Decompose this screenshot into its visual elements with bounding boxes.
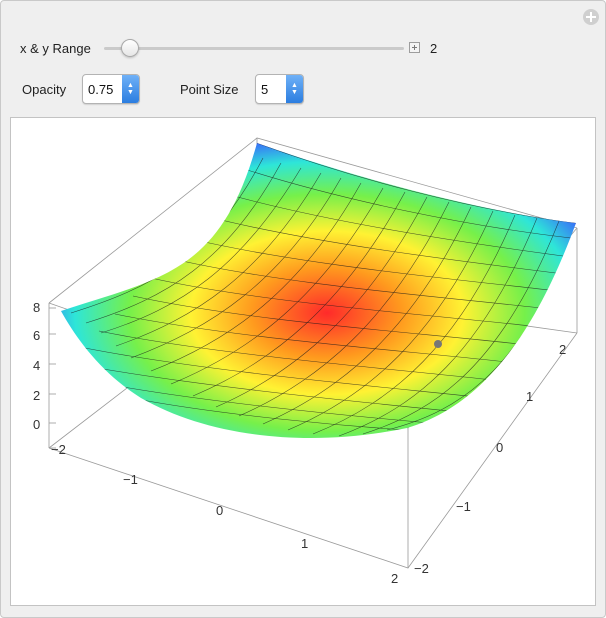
range-slider-track[interactable]: [104, 47, 404, 50]
surface: [61, 143, 576, 438]
z-tick-2: 2: [33, 388, 40, 403]
z-tick-0: 0: [33, 417, 40, 432]
point-size-label: Point Size: [180, 82, 239, 97]
x-tick-1: 1: [301, 536, 308, 551]
z-tick-6: 6: [33, 328, 40, 343]
z-tick-4: 4: [33, 358, 40, 373]
point-size-select-value: 5: [261, 82, 269, 97]
opacity-select[interactable]: 0.75 ▲ ▼: [82, 74, 140, 104]
y-tick-0: 0: [496, 440, 503, 455]
opacity-label: Opacity: [22, 82, 67, 97]
range-label: x & y Range: [20, 41, 91, 56]
point-size-select[interactable]: 5 ▲ ▼: [255, 74, 304, 104]
x-tick-neg2: −2: [51, 442, 66, 457]
surface-plot: 0 2 4 6 8 −2 −1 0 1 2 −2 −1 0 1 2: [33, 137, 578, 586]
x-tick-0: 0: [216, 503, 223, 518]
select-arrows-icon: ▲ ▼: [286, 75, 303, 103]
select-arrows-icon: ▲ ▼: [122, 75, 139, 103]
plot-area[interactable]: 0 2 4 6 8 −2 −1 0 1 2 −2 −1 0 1 2: [10, 117, 596, 606]
y-tick-1: 1: [526, 389, 533, 404]
slider-expand-icon[interactable]: [409, 42, 420, 53]
x-tick-2: 2: [391, 571, 398, 586]
z-axis-ticks: [49, 307, 56, 449]
selected-point[interactable]: [434, 340, 442, 348]
y-tick-neg1: −1: [456, 499, 471, 514]
x-tick-neg1: −1: [123, 472, 138, 487]
range-value: 2: [430, 41, 438, 56]
z-tick-8: 8: [33, 300, 40, 315]
add-icon[interactable]: [583, 9, 599, 25]
y-tick-neg2: −2: [414, 561, 429, 576]
range-slider-knob[interactable]: [121, 39, 139, 57]
y-tick-2: 2: [559, 342, 566, 357]
opacity-select-value: 0.75: [88, 82, 114, 97]
